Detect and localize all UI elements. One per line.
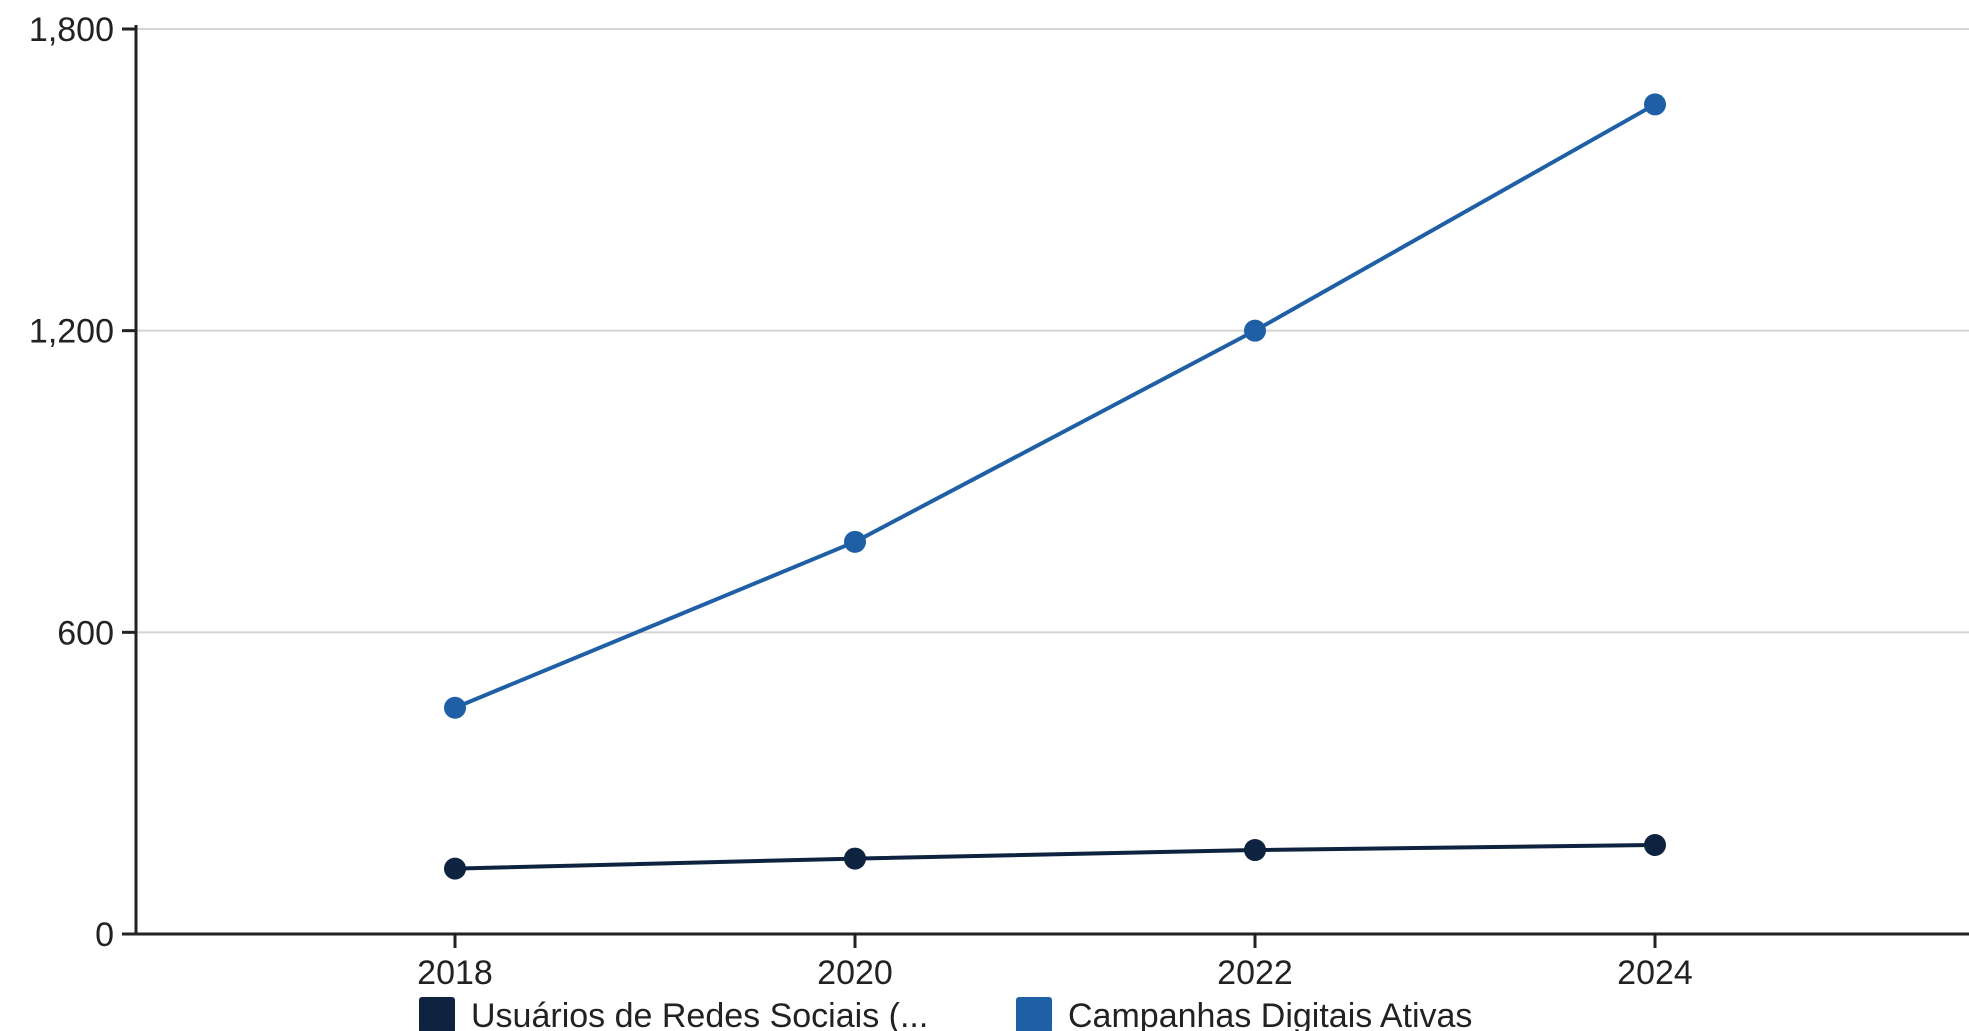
series-line (454, 102, 1656, 710)
legend-swatch (419, 997, 455, 1031)
x-tick-label: 2024 (1617, 954, 1693, 992)
data-point (1644, 834, 1666, 857)
gridlines (136, 28, 1969, 634)
y-axis-ticks: 0 600 1,200 1,800 (29, 11, 136, 954)
x-tick-label: 2018 (417, 954, 493, 992)
y-tick-label: 0 (95, 916, 114, 954)
y-tick-label: 1,200 (29, 313, 114, 351)
x-axis-ticks: 2018 2020 2022 2024 (417, 934, 1693, 992)
axes (122, 25, 1969, 936)
y-tick-label: 1,800 (29, 11, 114, 49)
data-point (844, 847, 866, 870)
legend: Usuários de Redes Sociais (... Campanhas … (419, 997, 1472, 1031)
series-2 (444, 93, 1666, 719)
data-point (844, 530, 866, 553)
legend-label: Campanhas Digitais Ativas (1068, 997, 1472, 1031)
series-line (454, 843, 1656, 871)
series (444, 93, 1666, 880)
x-tick-label: 2022 (1217, 954, 1293, 992)
data-point (1644, 93, 1666, 116)
legend-label: Usuários de Redes Sociais (... (471, 997, 928, 1031)
y-tick-label: 600 (57, 614, 114, 652)
data-point (444, 857, 466, 880)
series-1 (444, 834, 1666, 880)
x-tick-label: 2020 (817, 954, 893, 992)
legend-item: Usuários de Redes Sociais (... (419, 997, 928, 1031)
data-point (1244, 839, 1266, 862)
legend-item: Campanhas Digitais Ativas (1016, 997, 1472, 1031)
data-point (1244, 319, 1266, 342)
data-point (444, 696, 466, 719)
legend-swatch (1016, 997, 1052, 1031)
